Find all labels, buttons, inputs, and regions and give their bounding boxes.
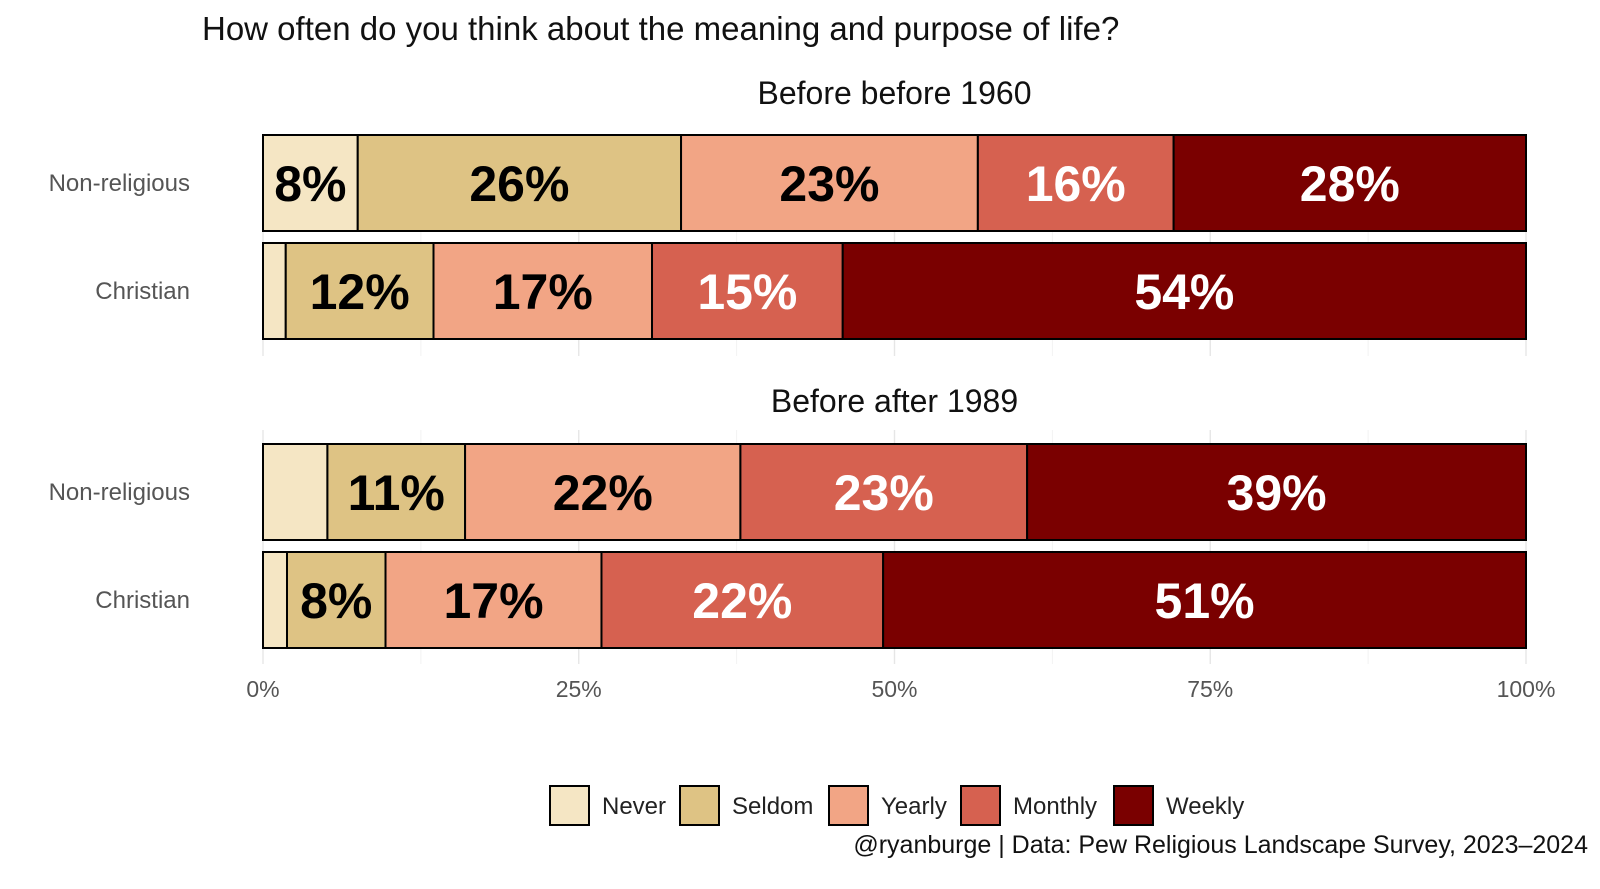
- legend-label: Weekly: [1166, 793, 1244, 820]
- bar-segment-weekly: [882, 551, 1527, 649]
- data-label: 28%: [1300, 156, 1400, 212]
- legend-swatch-weekly: [1113, 785, 1154, 826]
- bar-segment-seldom: [356, 134, 683, 232]
- bar-segment-weekly: [1172, 134, 1528, 232]
- bar-segment-never: [262, 242, 287, 340]
- legend-label: Never: [602, 793, 666, 820]
- bar-segment-yearly: [432, 242, 654, 340]
- data-label: 22%: [692, 573, 792, 629]
- legend-label: Yearly: [881, 793, 947, 820]
- facet-panel: Before after 1989 Non-religious 11% 22% 23% 3…: [49, 383, 1527, 664]
- data-label: 22%: [553, 465, 653, 521]
- data-label: 51%: [1155, 573, 1255, 629]
- data-label: 15%: [697, 264, 797, 320]
- facet-title: Before after 1989: [771, 383, 1018, 419]
- data-label: 23%: [779, 156, 879, 212]
- bar-segment-never: [262, 551, 288, 649]
- x-tick-label: 50%: [871, 676, 917, 702]
- facet-title: Before before 1960: [758, 75, 1032, 111]
- bar-segment-yearly: [384, 551, 603, 649]
- row-label: Non-religious: [49, 479, 190, 506]
- data-label: 17%: [443, 573, 543, 629]
- bar-segment-weekly: [1026, 443, 1527, 541]
- chart-caption: @ryanburge | Data: Pew Religious Landsca…: [853, 831, 1588, 859]
- legend-swatch-never: [549, 785, 590, 826]
- data-label: 54%: [1134, 264, 1234, 320]
- row-label: Christian: [95, 278, 190, 305]
- data-label: 12%: [310, 264, 410, 320]
- legend-label: Seldom: [732, 793, 813, 820]
- row-label: Non-religious: [49, 170, 190, 197]
- row-label: Christian: [95, 587, 190, 614]
- bar-segment-monthly: [976, 134, 1175, 232]
- x-tick-label: 75%: [1187, 676, 1233, 702]
- data-label: 16%: [1026, 156, 1126, 212]
- data-label: 26%: [469, 156, 569, 212]
- bar-segment-never: [262, 443, 329, 541]
- bar-segment-monthly: [739, 443, 1029, 541]
- legend-swatch-seldom: [679, 785, 720, 826]
- data-label: 17%: [493, 264, 593, 320]
- legend-label: Monthly: [1013, 793, 1097, 820]
- data-label: 8%: [274, 156, 346, 212]
- data-label: 11%: [348, 465, 445, 521]
- bar-segment-seldom: [285, 551, 387, 649]
- x-tick-label: 25%: [556, 676, 602, 702]
- x-tick-label: 0%: [246, 676, 279, 702]
- data-label: 8%: [300, 573, 372, 629]
- facets: Before before 1960 Non-religious 8% 26% 23% 1…: [49, 75, 1528, 664]
- facet-panel: Before before 1960 Non-religious 8% 26% 23% 1…: [49, 75, 1528, 356]
- chart-title: How often do you think about the meaning…: [202, 10, 1119, 47]
- legend-swatch-yearly: [828, 785, 869, 826]
- bar-segment-weekly: [841, 242, 1527, 340]
- legend-swatch-monthly: [960, 785, 1001, 826]
- x-axis: 0% 25% 50% 75% 100%: [246, 676, 1555, 702]
- x-tick-label: 100%: [1497, 676, 1556, 702]
- bar-segment-monthly: [600, 551, 885, 649]
- bar-segment-seldom: [284, 242, 435, 340]
- data-label: 23%: [834, 465, 934, 521]
- legend: Never Seldom Yearly Monthly Weekly: [549, 785, 1244, 826]
- bar-segment-monthly: [651, 242, 844, 340]
- bar-segment-seldom: [326, 443, 467, 541]
- data-label: 39%: [1227, 465, 1327, 521]
- bar-segment-yearly: [680, 134, 979, 232]
